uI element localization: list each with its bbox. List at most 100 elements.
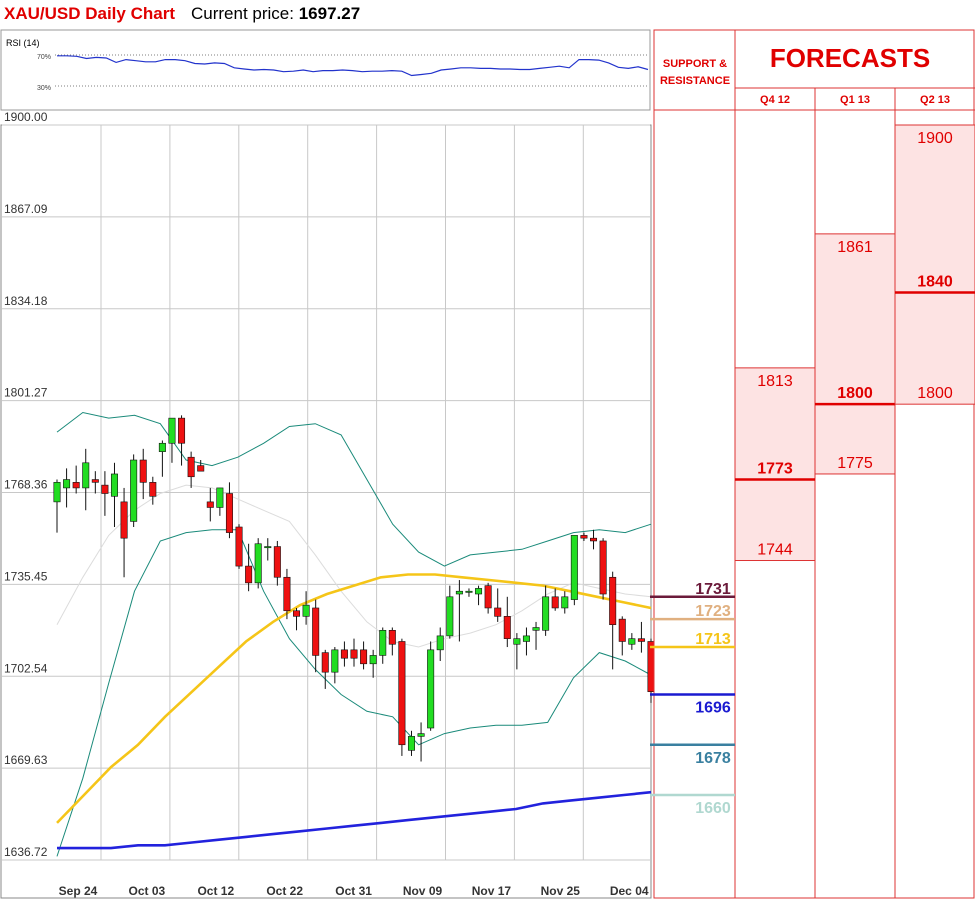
candle (206, 487, 214, 522)
y-tick-label: 1735.45 (4, 569, 48, 583)
candle-body (647, 641, 655, 693)
candle-body (503, 616, 511, 639)
candle (168, 417, 176, 463)
forecast-high-label: 1900 (917, 130, 953, 147)
candle (407, 730, 415, 756)
candle (436, 627, 444, 662)
x-tick-label: Nov 25 (541, 884, 581, 898)
candle (475, 585, 483, 606)
candle (120, 487, 128, 578)
candle (637, 621, 645, 653)
candle (379, 627, 387, 664)
rsi-30-label: 30% (37, 85, 51, 92)
candle-body (321, 652, 329, 673)
candle-body (436, 635, 444, 651)
candle (599, 538, 607, 600)
quarter-header-q2-13: Q2 13 (920, 94, 950, 106)
candle (360, 641, 368, 670)
candle (446, 585, 454, 639)
y-tick-label: 1801.27 (4, 386, 48, 400)
bollinger-upper-line (56, 411, 652, 567)
candle (130, 454, 138, 528)
sr-label: 1660 (695, 800, 731, 817)
candle (63, 468, 71, 508)
sr-level-1678: 1678 (650, 743, 735, 767)
candle-body (302, 604, 310, 617)
candle-body (91, 479, 99, 483)
candle (580, 532, 588, 541)
candle-body (388, 629, 396, 645)
candle-body (570, 535, 578, 600)
candle (570, 535, 578, 606)
forecast-high-label: 1861 (837, 239, 873, 256)
candle (149, 476, 157, 505)
candle-body (475, 588, 483, 595)
forecast-range-box (734, 367, 816, 562)
candle-body (369, 655, 377, 665)
candle (264, 538, 272, 561)
price-frame (0, 124, 652, 899)
sr-heading-line1: SUPPORT & (663, 58, 727, 70)
forecast-range-box (814, 233, 896, 475)
candle (178, 415, 186, 466)
candle-body (340, 649, 348, 659)
price-label: Current price: (190, 4, 294, 23)
candle-body (455, 590, 463, 595)
candle-body (407, 736, 415, 751)
candle-body (245, 565, 253, 584)
chart-title: XAU/USD Daily Chart Current price: 1697.2… (4, 4, 360, 24)
candle (187, 451, 195, 488)
candle-body (522, 635, 530, 642)
x-tick-label: Sep 24 (59, 884, 98, 898)
candle-body (130, 459, 138, 522)
quarter-header-q1-13: Q1 13 (840, 94, 870, 106)
sr-label: 1713 (695, 631, 731, 648)
forecast-frame (653, 29, 975, 899)
candle-body (398, 641, 406, 746)
y-tick-label: 1867.09 (4, 202, 48, 216)
candle-body (187, 456, 195, 478)
forecast-mid-label: 1773 (757, 461, 793, 478)
price-panel: 1900.00 1867.09 1834.18 1801.27 1768.36 1735.… (0, 110, 655, 899)
y-tick-label: 1834.18 (4, 294, 48, 308)
bollinger-lower-line (56, 529, 652, 857)
candle (283, 568, 291, 620)
candle (522, 627, 530, 656)
candle (455, 580, 463, 642)
candle (72, 465, 80, 494)
sr-heading-line2: RESISTANCE (660, 75, 730, 87)
candle (312, 599, 320, 673)
y-tick-label: 1768.36 (4, 478, 48, 492)
candle (254, 538, 262, 589)
x-tick-label: Oct 31 (335, 884, 372, 898)
forecast-mid-label: 1840 (917, 274, 953, 291)
forecast-low-label: 1744 (757, 542, 793, 559)
x-tick-label: Dec 04 (610, 884, 649, 898)
candle-body (293, 610, 301, 617)
sr-label: 1731 (695, 581, 731, 598)
candle-body (494, 607, 502, 617)
candle (609, 571, 617, 670)
candle-body (542, 596, 550, 631)
candle-body (618, 618, 626, 642)
sr-label: 1723 (695, 603, 731, 620)
y-tick-label: 1900.00 (4, 110, 48, 124)
candle-body (379, 629, 387, 656)
candle (273, 540, 281, 586)
candle-body (120, 501, 128, 539)
candle-body (273, 546, 281, 578)
candle-body (628, 638, 636, 645)
sr-level-1660: 1660 (650, 793, 735, 817)
candle (110, 462, 118, 528)
candle-body (484, 585, 492, 609)
candle (139, 448, 147, 500)
candle-body (609, 576, 617, 626)
candle-body (580, 535, 588, 539)
candle-body (350, 649, 358, 659)
candle (302, 591, 310, 625)
candle (235, 524, 243, 569)
x-tick-label: Nov 09 (403, 884, 443, 898)
candle-body (158, 442, 166, 452)
candle-body (63, 479, 71, 489)
candle (417, 722, 425, 762)
